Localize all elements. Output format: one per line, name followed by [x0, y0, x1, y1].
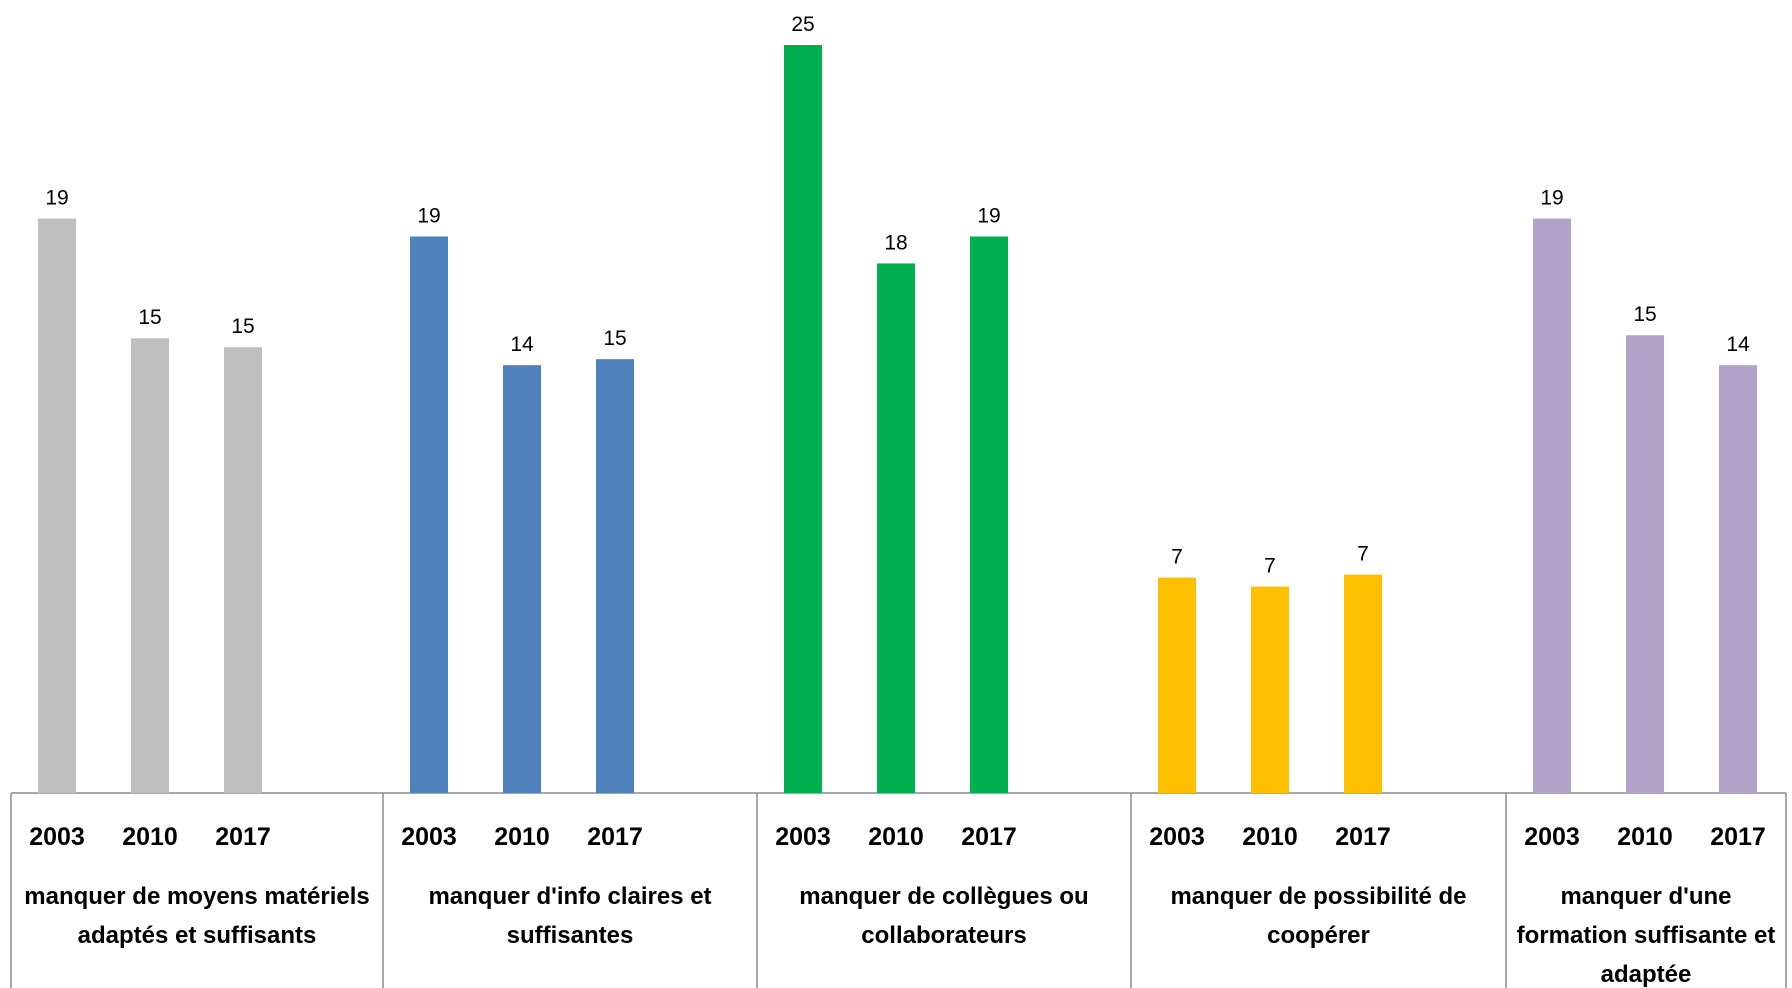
bar [970, 236, 1008, 793]
bar [784, 45, 822, 793]
bar [410, 236, 448, 793]
x-tick-label: 2017 [215, 823, 271, 851]
bar [1344, 574, 1382, 793]
x-tick-label: 2010 [868, 823, 924, 851]
data-label: 15 [1633, 303, 1656, 326]
x-tick-label: 2017 [587, 823, 643, 851]
x-tick-label: 2017 [1335, 823, 1391, 851]
bar [1719, 365, 1757, 793]
bar [596, 359, 634, 793]
data-label: 7 [1357, 543, 1369, 566]
bar [1626, 335, 1664, 793]
x-tick-label: 2003 [1149, 823, 1205, 851]
x-tick-label: 2010 [122, 823, 178, 851]
data-label: 25 [791, 13, 814, 36]
x-tick-label: 2010 [1242, 823, 1298, 851]
group-label: manquer de moyens matériels adaptés et s… [24, 883, 370, 949]
group-label: manquer de possibilité de coopérer [1170, 883, 1467, 949]
bar [1251, 586, 1289, 793]
data-label: 7 [1264, 555, 1276, 578]
data-label: 7 [1171, 546, 1183, 569]
x-tick-label: 2003 [1524, 823, 1580, 851]
x-tick-label: 2003 [775, 823, 831, 851]
bar [877, 263, 915, 793]
data-label: 15 [138, 306, 161, 329]
data-label: 19 [1540, 187, 1563, 210]
data-label: 15 [603, 327, 626, 350]
data-label: 19 [977, 204, 1000, 227]
bar [1158, 577, 1196, 793]
data-label: 14 [510, 333, 534, 356]
group-label: manquer d'une formation suffisante et ad… [1516, 883, 1776, 988]
data-label: 19 [417, 204, 440, 227]
x-tick-label: 2003 [401, 823, 457, 851]
data-label: 14 [1726, 333, 1750, 356]
bar [224, 347, 262, 793]
group-label: manquer d'info claires et suffisantes [428, 883, 712, 949]
bar [1533, 218, 1571, 793]
bar [38, 218, 76, 793]
x-tick-label: 2017 [961, 823, 1017, 851]
group-label: manquer de collègues ou collaborateurs [799, 883, 1089, 949]
data-label: 15 [231, 315, 254, 338]
bar [503, 365, 541, 793]
x-tick-label: 2003 [29, 823, 85, 851]
data-label: 19 [45, 187, 68, 210]
x-tick-label: 2010 [1617, 823, 1673, 851]
x-tick-label: 2010 [494, 823, 550, 851]
data-label: 18 [884, 231, 907, 254]
x-tick-label: 2017 [1710, 823, 1766, 851]
bar [131, 338, 169, 793]
